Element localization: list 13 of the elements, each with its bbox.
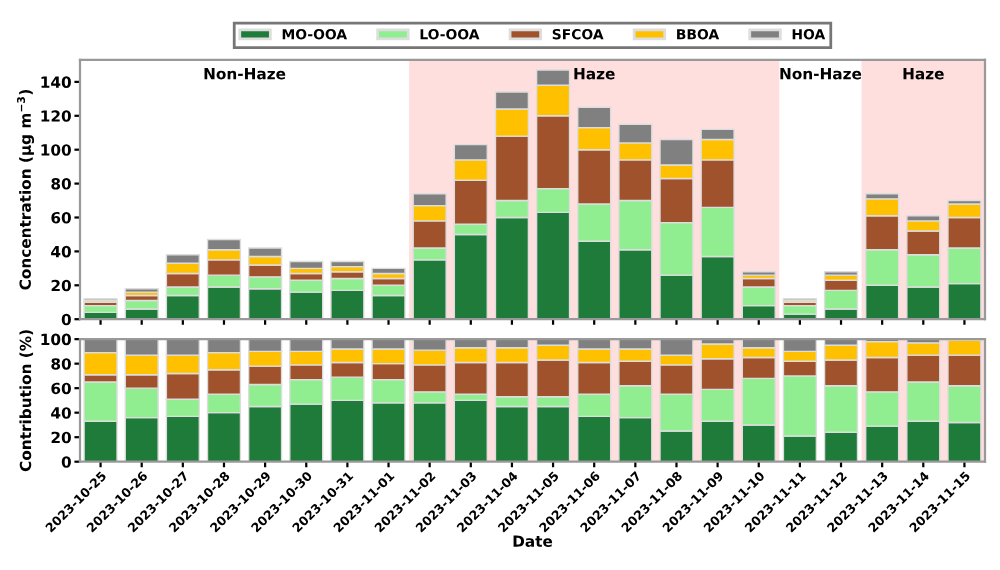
bar [289,260,324,270]
bar [330,260,365,268]
bar [535,405,571,462]
bar [371,294,406,320]
bar [453,399,488,462]
bar [782,304,818,315]
bar [494,405,530,462]
bar [165,272,200,288]
bar [823,289,859,310]
bar [371,267,406,275]
bar [247,247,283,258]
bar [453,233,488,320]
bar [124,299,159,310]
